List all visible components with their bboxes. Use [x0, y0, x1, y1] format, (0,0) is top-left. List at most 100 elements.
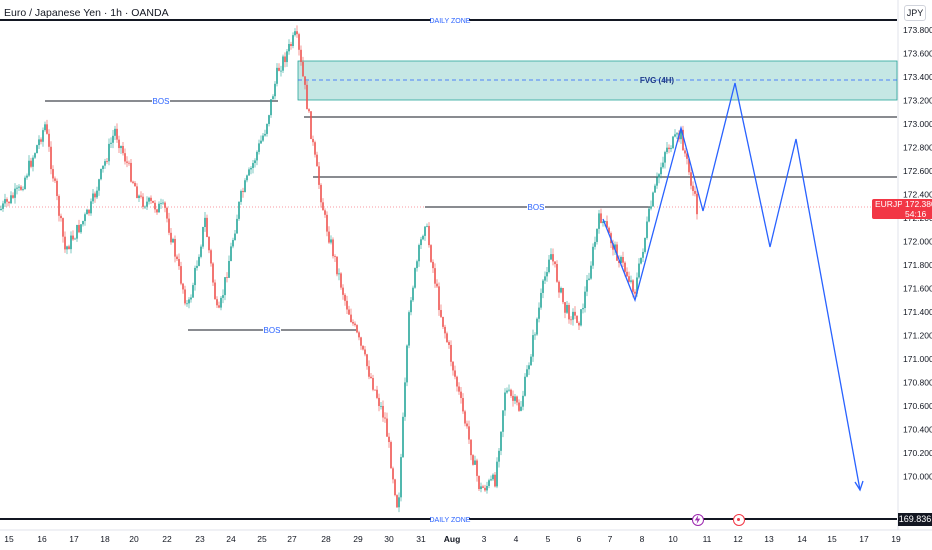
- candle-body: [234, 233, 236, 241]
- candle-body: [618, 260, 620, 263]
- currency-badge[interactable]: JPY: [904, 5, 926, 21]
- candle-body: [48, 133, 50, 147]
- candle-body: [278, 67, 280, 71]
- candle-body: [454, 370, 456, 377]
- candle-body: [16, 187, 18, 189]
- candle-body: [448, 342, 450, 345]
- candle-body: [152, 200, 154, 203]
- candle-body: [252, 163, 254, 168]
- candle-body: [354, 323, 356, 326]
- candle-body: [156, 209, 158, 213]
- candle-body: [340, 273, 342, 288]
- candle-body: [376, 389, 378, 398]
- candle-body: [452, 361, 454, 371]
- candle-body: [660, 167, 662, 175]
- candle-body: [4, 199, 6, 204]
- candle-body: [332, 239, 334, 257]
- candle-body: [106, 161, 108, 162]
- candle-body: [420, 239, 422, 246]
- candle-body: [316, 154, 318, 167]
- price-axis-label: 170.400: [903, 425, 932, 435]
- candle-body: [70, 235, 72, 250]
- candle-body: [478, 475, 480, 490]
- time-axis-label: 18: [100, 534, 110, 544]
- candle-body: [556, 264, 558, 282]
- time-axis-label: 15: [827, 534, 837, 544]
- candle-body: [98, 179, 100, 191]
- candle-body: [638, 263, 640, 278]
- candle-body: [532, 335, 534, 357]
- daily-zone-top-label: DAILY ZONE: [430, 18, 471, 25]
- symbol-title[interactable]: Euro / Japanese Yen · 1h · OANDA: [4, 7, 169, 19]
- red-circle-event-icon[interactable]: [733, 514, 745, 526]
- candle-body: [358, 332, 360, 338]
- candle-body: [558, 281, 560, 293]
- candle-body: [82, 221, 84, 225]
- candle-body: [348, 309, 350, 315]
- candle-body: [198, 256, 200, 266]
- candle-body: [518, 402, 520, 411]
- time-axis-label: 22: [162, 534, 172, 544]
- candle-body: [596, 228, 598, 242]
- candle-body: [484, 487, 486, 491]
- candle-body: [238, 201, 240, 219]
- candle-body: [212, 263, 214, 283]
- candle-body: [204, 217, 206, 228]
- candle-body: [492, 474, 494, 480]
- candle-body: [184, 289, 186, 304]
- candle-body: [160, 203, 162, 204]
- candle-body: [368, 366, 370, 377]
- candle-body: [134, 182, 136, 187]
- candle-body: [268, 115, 270, 124]
- candle-body: [230, 246, 232, 261]
- candle-body: [294, 31, 296, 36]
- candle-body: [636, 277, 638, 294]
- candle-body: [606, 221, 608, 228]
- candle-body: [104, 161, 106, 166]
- candle-body: [514, 396, 516, 401]
- candle-body: [324, 210, 326, 215]
- candle-body: [62, 218, 64, 237]
- candle-body: [270, 99, 272, 116]
- candle-body: [60, 215, 62, 219]
- candle-body: [498, 450, 500, 462]
- time-axis-label: 4: [514, 534, 519, 544]
- candle-body: [24, 177, 26, 189]
- bos-label-3: BOS: [528, 203, 545, 212]
- candle-body: [692, 185, 694, 191]
- candle-body: [562, 287, 564, 303]
- candle-body: [72, 235, 74, 240]
- candle-body: [424, 226, 426, 236]
- candle-body: [120, 145, 122, 149]
- candle-body: [182, 283, 184, 290]
- candle-body: [244, 180, 246, 193]
- candle-body: [572, 311, 574, 320]
- candle-body: [140, 195, 142, 197]
- candle-body: [264, 133, 266, 136]
- candle-body: [222, 295, 224, 298]
- candle-body: [176, 256, 178, 260]
- candle-body: [126, 161, 128, 163]
- candle-body: [196, 265, 198, 268]
- candle-body: [6, 199, 8, 202]
- candle-body: [76, 224, 78, 239]
- candle-body: [404, 382, 406, 417]
- candle-body: [418, 245, 420, 262]
- candle-body: [612, 243, 614, 250]
- candle-body: [568, 304, 570, 320]
- current-price-tag: 172.380 54:16: [902, 199, 932, 219]
- candle-body: [490, 479, 492, 481]
- flash-icon[interactable]: [692, 514, 704, 526]
- candle-body: [422, 235, 424, 240]
- candle-body: [388, 436, 390, 443]
- candle-body: [386, 418, 388, 437]
- candle-body: [550, 254, 552, 260]
- candle-body: [272, 96, 274, 100]
- candle-body: [512, 395, 514, 401]
- fvg-zone[interactable]: [297, 60, 898, 101]
- time-axis-label: 27: [287, 534, 297, 544]
- candle-body: [602, 221, 604, 224]
- projection-path[interactable]: [602, 82, 861, 491]
- candle-body: [580, 309, 582, 326]
